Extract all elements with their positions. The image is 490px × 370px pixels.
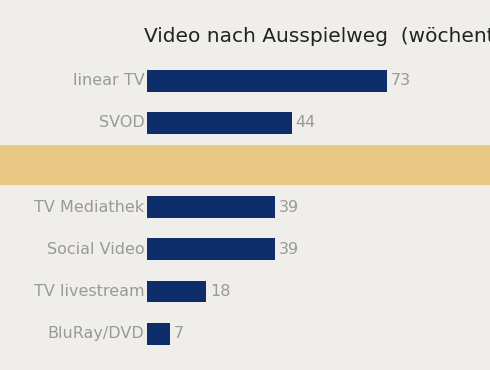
Bar — [147, 238, 275, 260]
Text: 39: 39 — [279, 242, 299, 257]
Bar — [147, 196, 275, 218]
Text: TV Mediathek: TV Mediathek — [34, 200, 145, 215]
Bar — [147, 154, 285, 176]
Bar — [147, 112, 292, 134]
Bar — [147, 280, 206, 302]
Bar — [147, 280, 206, 302]
Bar — [147, 196, 275, 218]
Text: SVOD: SVOD — [98, 115, 145, 130]
Text: BluRay/DVD: BluRay/DVD — [48, 326, 145, 341]
Bar — [147, 70, 387, 92]
Bar — [147, 323, 170, 344]
Text: 44: 44 — [295, 115, 316, 130]
Text: Social Video: Social Video — [47, 242, 145, 257]
Bar — [147, 70, 387, 92]
Text: Video nach Ausspielweg  (wöchentlich in %): Video nach Ausspielweg (wöchentlich in %… — [144, 27, 490, 46]
Text: 18: 18 — [210, 284, 231, 299]
Bar — [147, 238, 275, 260]
Bar — [147, 112, 292, 134]
Text: 42: 42 — [289, 158, 309, 172]
Text: Youtube: Youtube — [80, 158, 145, 172]
Bar — [147, 154, 285, 176]
Bar — [147, 323, 170, 344]
Text: TV livestream: TV livestream — [34, 284, 145, 299]
Text: linear TV: linear TV — [73, 73, 145, 88]
Text: 73: 73 — [391, 73, 411, 88]
Text: 7: 7 — [174, 326, 184, 341]
Text: 39: 39 — [279, 200, 299, 215]
